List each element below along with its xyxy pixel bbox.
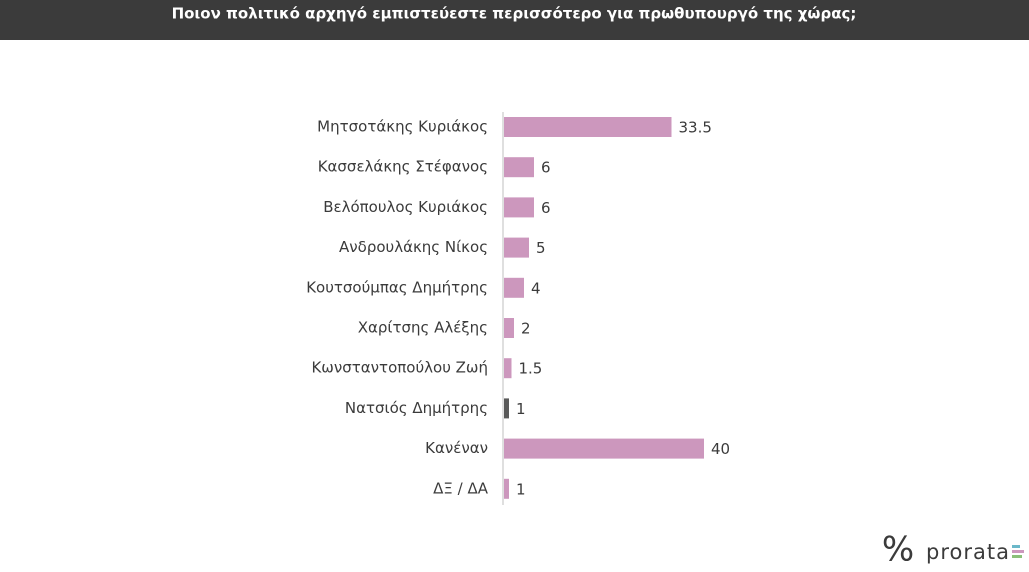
logo: % prorata: [882, 530, 1024, 570]
value-label: 4: [531, 279, 541, 297]
value-label: 2: [521, 320, 531, 338]
category-label: Νατσιός Δημήτρης: [345, 399, 488, 417]
logo-mark: %: [882, 530, 914, 569]
bar: [504, 117, 672, 137]
category-label: Κανέναν: [425, 439, 488, 457]
category-label: Χαρίτσης Αλέξης: [358, 319, 488, 337]
bar: [504, 318, 514, 338]
value-label: 5: [536, 239, 546, 257]
category-label: ΔΞ / ΔΑ: [433, 479, 489, 497]
logo-text: prorata: [926, 540, 1010, 564]
chart-title: Ποιον πολιτικό αρχηγό εμπιστεύεστε περισ…: [172, 5, 857, 23]
category-label: Μητσοτάκης Κυριάκος: [317, 118, 488, 136]
bar: [504, 478, 509, 499]
value-label: 1: [516, 400, 526, 418]
value-label: 1: [516, 480, 526, 498]
bar: [504, 358, 512, 379]
logo-bar: [1012, 555, 1022, 558]
bar: [504, 438, 704, 459]
category-label: Κωνσταντοπούλου Ζωή: [311, 359, 488, 377]
value-label: 6: [541, 159, 551, 177]
value-label: 40: [711, 440, 730, 458]
category-label: Ανδρουλάκης Νίκος: [339, 238, 488, 256]
value-label: 33.5: [679, 119, 712, 137]
title-bar: [0, 0, 1029, 40]
value-label: 6: [541, 199, 551, 217]
bar: [504, 197, 534, 218]
category-label: Κουτσούμπας Δημήτρης: [306, 278, 488, 296]
bar: [504, 277, 524, 298]
bar: [504, 237, 529, 258]
logo-bar: [1012, 550, 1024, 553]
category-label: Βελόπουλος Κυριάκος: [323, 198, 488, 216]
category-label: Κασσελάκης Στέφανος: [318, 158, 488, 176]
bar: [504, 398, 509, 419]
logo-bar: [1012, 545, 1020, 548]
value-label: 1.5: [519, 360, 543, 378]
bar: [504, 157, 534, 178]
